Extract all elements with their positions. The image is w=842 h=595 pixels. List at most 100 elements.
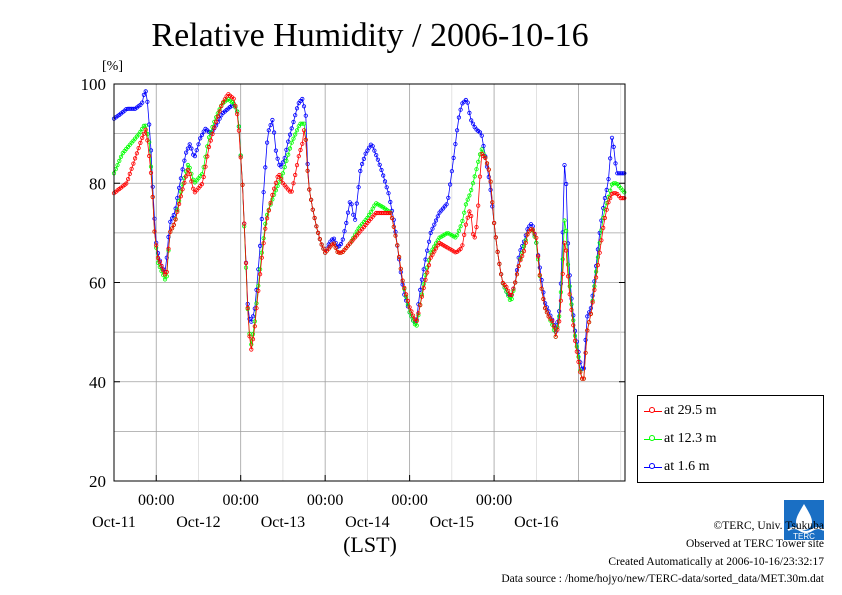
data-point [585,314,590,319]
data-point [479,147,484,152]
data-point [539,277,544,283]
data-point [426,262,432,268]
data-point [395,243,400,248]
data-point [185,167,190,172]
data-point [208,138,213,143]
data-point [314,224,319,229]
data-point [147,153,152,159]
data-point [606,200,611,205]
data-point [366,145,372,150]
data-point [400,278,405,283]
data-point [470,232,476,237]
data-point [574,344,579,349]
footer-created: Created Automatically at 2006-10-16/23:3… [608,556,824,568]
data-point [233,103,238,108]
data-point [198,136,203,141]
data-point [465,215,470,220]
data-point [622,196,627,201]
terc-logo: TERC [784,500,824,540]
data-point [474,167,479,172]
data-point [558,298,564,303]
data-point [210,131,215,137]
data-point [569,307,574,312]
data-point [138,140,143,145]
data-point [423,277,428,282]
data-point [261,190,266,195]
data-point [221,100,226,105]
data-point [593,269,599,274]
data-point [532,231,537,236]
footer-observed: Observed at TERC Tower site [685,538,824,550]
data-point [523,240,528,245]
data-point [418,303,423,308]
day-label: Oct-15 [430,514,474,531]
data-point [409,309,414,314]
data-point [184,150,189,155]
data-point [469,213,474,219]
data-point [145,99,150,104]
data-point [428,230,433,235]
data-point [458,246,463,251]
data-point [444,202,449,207]
data-point [150,184,155,189]
data-point [155,251,161,256]
data-point [192,154,197,159]
data-point [483,155,488,161]
data-point [581,376,586,381]
series-line [113,98,625,380]
data-point [242,221,247,226]
data-point [286,139,291,144]
data-point [447,182,453,187]
data-point [166,246,171,251]
data-point [293,132,298,137]
data-point [152,229,157,234]
data-point [215,114,220,119]
data-point [140,135,145,140]
data-point [567,284,572,289]
data-point [530,227,535,232]
data-point [264,140,270,145]
data-point [249,342,254,347]
data-point [177,201,182,207]
data-point [542,301,548,306]
data-point [141,92,146,98]
data-point [462,210,467,215]
data-point [143,123,148,128]
data-point [131,161,136,166]
data-point [308,197,314,202]
x-tick-label: 00:00 [391,492,427,509]
data-point [484,161,490,166]
legend-swatch [644,434,662,444]
data-point [303,113,308,118]
data-point [159,263,164,269]
data-point [127,171,132,176]
data-point [134,151,139,156]
data-point [472,174,477,179]
data-point [259,255,264,260]
legend: at 29.5 m at 12.3 m at 1.6 m [637,395,824,483]
data-point [312,215,317,221]
data-point [608,196,613,201]
data-point [509,296,514,302]
data-point [558,289,564,295]
data-point [506,288,511,293]
data-point [273,180,278,185]
data-point [266,208,271,213]
data-point [602,215,608,221]
data-point [270,192,275,198]
data-point [550,318,555,324]
data-point [168,229,173,234]
data-point [608,156,613,161]
data-point [270,197,275,202]
data-point [488,179,493,184]
data-point [476,203,481,208]
y-tick-label: 60 [89,274,106,293]
data-point [250,314,256,319]
data-point [458,107,463,112]
data-point [564,228,569,233]
data-point [129,166,134,171]
data-point [264,216,270,221]
data-point [340,237,345,242]
data-point [553,334,558,339]
data-point [458,224,463,229]
